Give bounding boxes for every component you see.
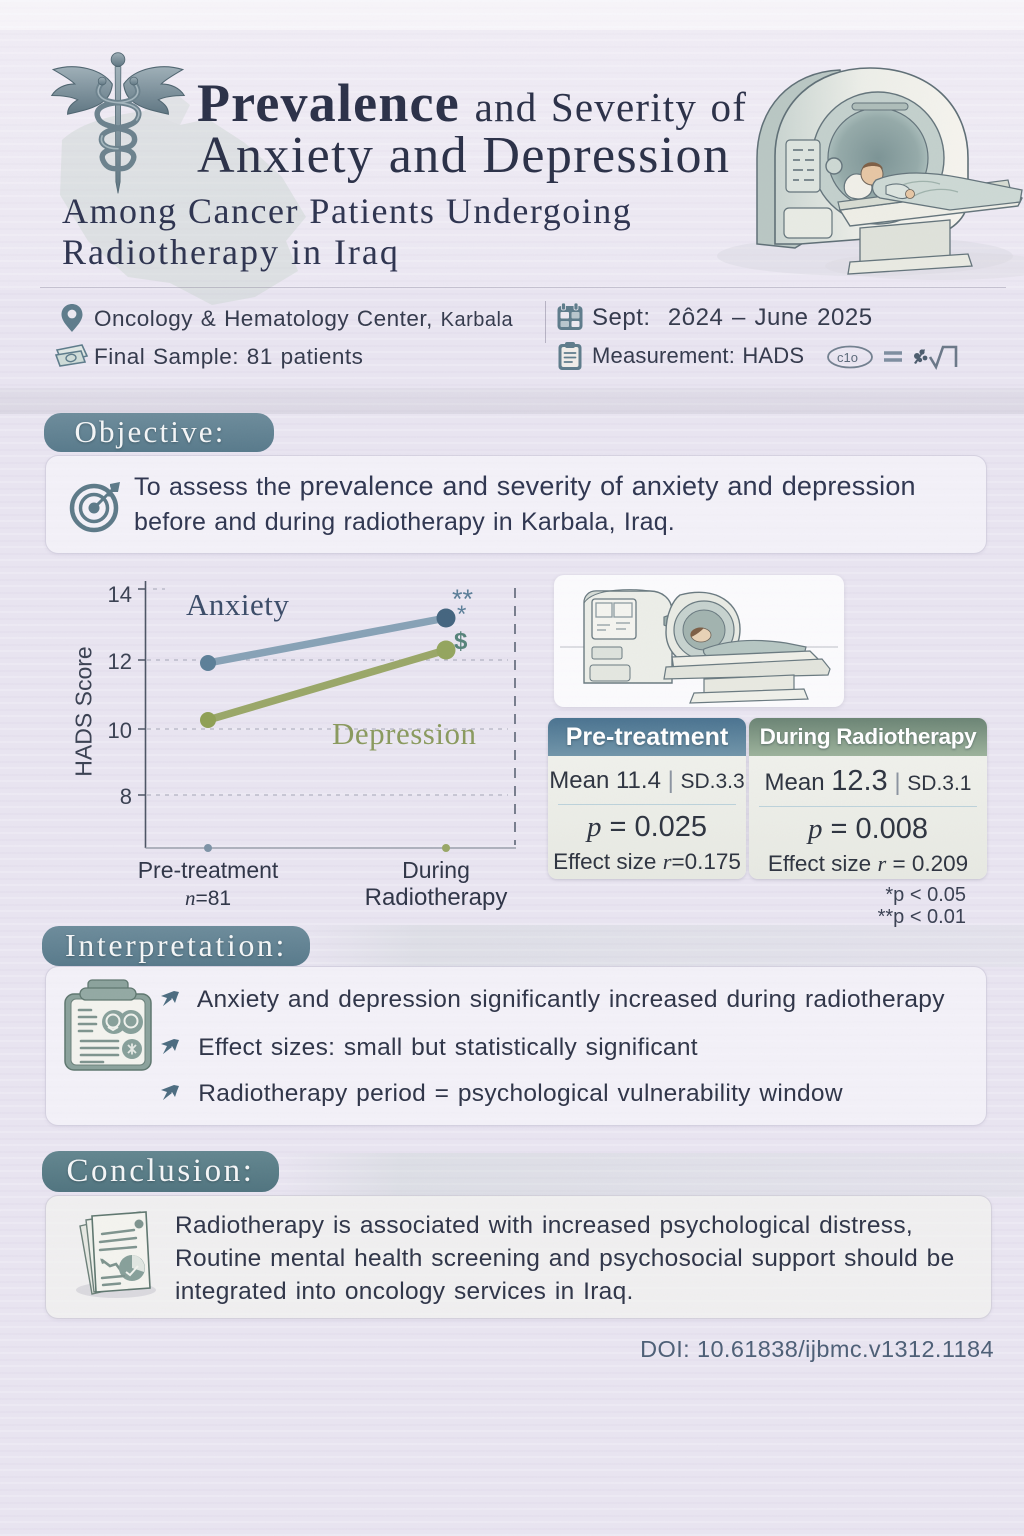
svg-text:c1o: c1o [837,350,858,365]
svg-text:Anxiety: Anxiety [186,587,289,622]
svg-text:Depression: Depression [332,716,476,751]
svg-text:$: $ [454,628,468,655]
svg-text:*: * [457,601,466,628]
